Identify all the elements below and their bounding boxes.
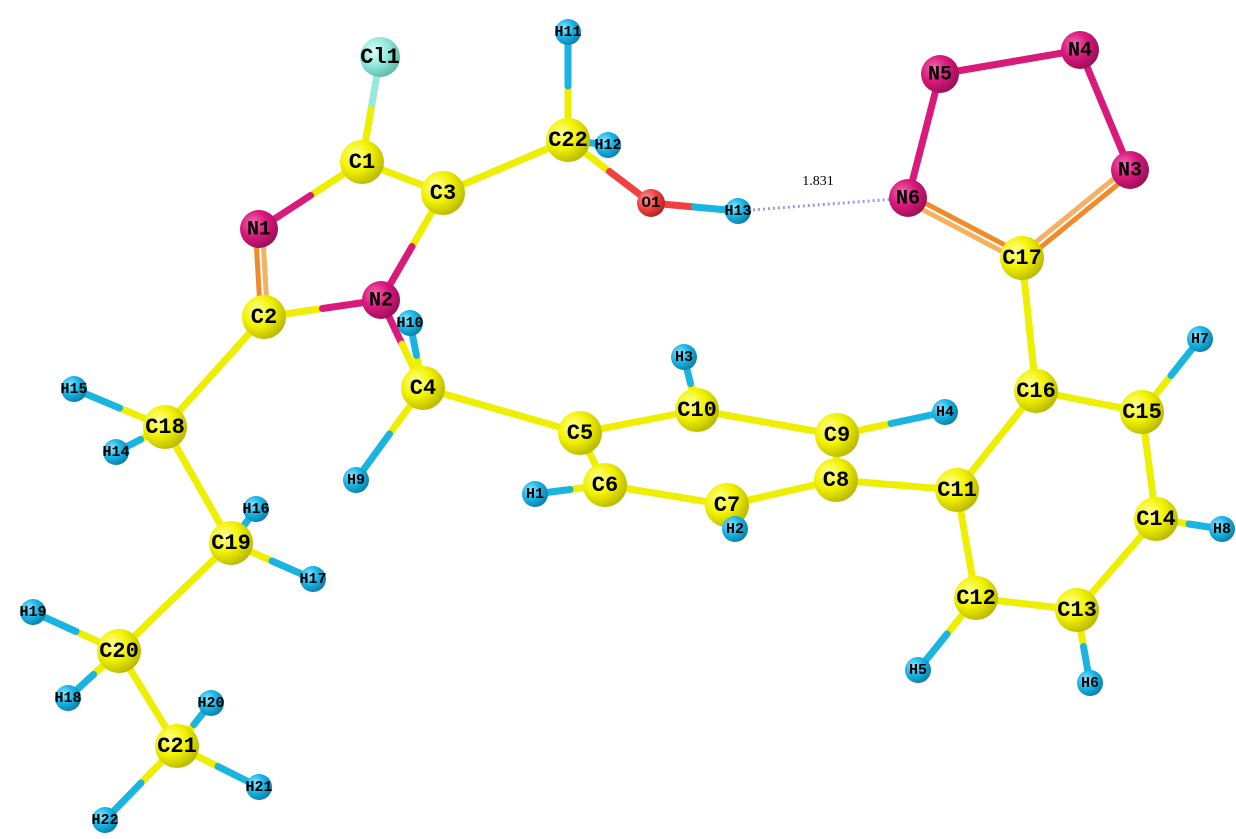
atom-label: H21 xyxy=(245,779,272,796)
molecule-diagram: Cl1 C1 C3 C22 H11 H12 O1 H13 N6 N5 N4 N3 C17 N1 N2H10 C… xyxy=(0,0,1236,839)
atom-label: C18 xyxy=(145,415,185,440)
atom-label: H17 xyxy=(299,571,326,588)
atom-label: H2 xyxy=(726,521,744,538)
atom-label: O1 xyxy=(641,194,660,212)
atom-label: C9 xyxy=(824,423,850,448)
atom-label: C19 xyxy=(211,531,251,556)
atom-label: C10 xyxy=(677,398,717,423)
atom-label: C5 xyxy=(567,421,593,446)
atom-label: C12 xyxy=(956,586,996,611)
page: Cl1 C1 C3 C22 H11 H12 O1 H13 N6 N5 N4 N3 C17 N1 N2H10 C… xyxy=(0,0,1236,839)
atom-label: N5 xyxy=(928,63,952,86)
atom-label: C17 xyxy=(1002,246,1042,271)
atom-label: H9 xyxy=(347,472,365,489)
atom-label: C22 xyxy=(548,128,588,153)
atom-label: C13 xyxy=(1057,598,1097,623)
atom-label: H12 xyxy=(594,137,621,154)
atom-label: C1 xyxy=(349,150,375,175)
atom-label: N3 xyxy=(1118,159,1142,182)
atom-label: H11 xyxy=(554,24,581,41)
atom-label: H19 xyxy=(19,604,46,621)
atom-label: C16 xyxy=(1016,379,1056,404)
atom-label: C8 xyxy=(823,468,849,493)
atom-label: H4 xyxy=(936,404,954,421)
atom-label: H16 xyxy=(242,501,269,518)
atom-label: H20 xyxy=(197,695,224,712)
atom-label: C4 xyxy=(410,376,436,401)
atom-label: C2 xyxy=(251,305,277,330)
hydrogen-bond xyxy=(738,198,908,211)
atom-label: C11 xyxy=(937,478,977,503)
atom-label: C21 xyxy=(157,734,197,759)
atom-label: H18 xyxy=(54,690,81,707)
atom-label: C6 xyxy=(592,473,618,498)
atom-label: C20 xyxy=(99,639,139,664)
atom-label: N1 xyxy=(247,218,271,241)
atom-label: H3 xyxy=(675,349,693,366)
atom-label: H5 xyxy=(909,662,927,679)
atom-label: H7 xyxy=(1191,331,1209,348)
distance-label: 1.831 xyxy=(802,174,834,189)
atom-label: N4 xyxy=(1068,39,1092,62)
atom-label: H10 xyxy=(396,315,423,332)
atom-label: N2 xyxy=(369,289,393,312)
atom-label: H13 xyxy=(724,203,751,220)
atom-label: C14 xyxy=(1136,507,1176,532)
atom-label: N6 xyxy=(896,187,920,210)
atom-label: C3 xyxy=(430,181,456,206)
atom-label: H8 xyxy=(1213,521,1231,538)
atom-label: C15 xyxy=(1122,400,1162,425)
atom-label: C7 xyxy=(714,493,740,518)
atom-label: H22 xyxy=(91,812,118,829)
atom-label: H6 xyxy=(1081,675,1099,692)
atom-label: H1 xyxy=(526,486,544,503)
atom-label: H15 xyxy=(60,381,87,398)
atom-label: H14 xyxy=(102,444,129,461)
atom-label: Cl1 xyxy=(360,45,400,70)
